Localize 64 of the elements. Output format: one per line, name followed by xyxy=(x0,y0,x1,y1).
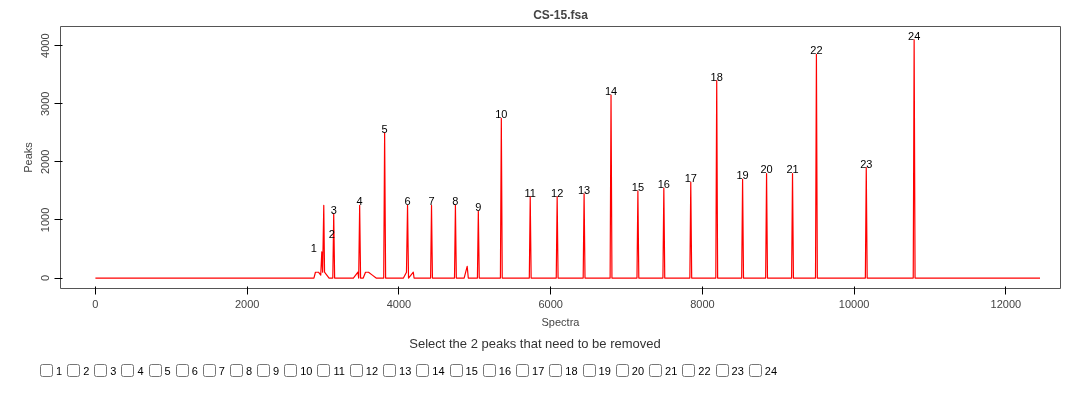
text: 20 xyxy=(631,364,645,377)
x-tick-label: 0 xyxy=(92,297,99,310)
text: 24 xyxy=(764,364,778,377)
text: 5 xyxy=(164,364,171,377)
text: 12 xyxy=(365,364,379,377)
annotation: 4 xyxy=(356,195,363,208)
annotation: 8 xyxy=(452,195,459,208)
text: 11 xyxy=(333,364,345,377)
annotation: 7 xyxy=(428,195,435,208)
text: 22 xyxy=(698,364,711,377)
text: 9 xyxy=(273,364,280,377)
text: 17 xyxy=(532,364,545,377)
text: 21 xyxy=(665,364,678,377)
annotation: 5 xyxy=(381,122,388,135)
annotation: 3 xyxy=(330,204,337,217)
y-tick-label: 4000 xyxy=(39,33,52,58)
x-tick-label: 10000 xyxy=(838,297,870,310)
text: 7 xyxy=(218,364,225,377)
text: 23 xyxy=(731,364,744,377)
annotation: 19 xyxy=(736,169,749,182)
y-axis-title: Peaks xyxy=(21,141,34,173)
x-tick-label: 12000 xyxy=(990,297,1022,310)
text: 16 xyxy=(498,364,512,377)
text: 10 xyxy=(300,364,313,377)
y-tick-label: 2000 xyxy=(39,149,52,175)
text: 2 xyxy=(83,364,90,377)
annotation: 24 xyxy=(908,29,921,42)
text: 6 xyxy=(191,364,198,377)
x-tick-label: 8000 xyxy=(690,297,715,310)
annotation: 6 xyxy=(404,195,411,208)
annotation: 17 xyxy=(684,172,697,185)
x-tick-label: 4000 xyxy=(386,297,412,310)
text: Select the 2 peaks that need to be removed xyxy=(409,335,661,353)
annotation: 21 xyxy=(786,163,799,176)
annotation: 15 xyxy=(631,180,645,193)
annotation: 1 xyxy=(310,241,317,254)
annotation: 23 xyxy=(860,157,873,170)
text: 15 xyxy=(465,364,478,377)
annotation: 22 xyxy=(810,44,823,57)
x-axis-title: Spectra xyxy=(541,315,581,328)
x-tick-label: 2000 xyxy=(234,297,260,310)
annotation: 18 xyxy=(710,70,723,83)
text: 1 xyxy=(56,364,63,377)
annotation: 14 xyxy=(604,85,618,98)
annotation: 11 xyxy=(524,186,536,199)
y-tick-label: 0 xyxy=(39,274,52,282)
text: 13 xyxy=(399,364,412,377)
annotation: 16 xyxy=(657,178,670,190)
y-tick-label: 1000 xyxy=(39,207,52,233)
annotation: 9 xyxy=(475,201,482,214)
text: 3 xyxy=(110,364,117,377)
chart-title: CS-15.fsa xyxy=(533,7,589,22)
line-series xyxy=(94,39,1041,279)
text: 8 xyxy=(245,364,252,377)
text: 18 xyxy=(565,364,578,377)
text: 4 xyxy=(137,364,144,377)
y-tick-label: 3000 xyxy=(39,91,52,116)
text: 14 xyxy=(432,364,445,377)
annotation: 10 xyxy=(495,108,508,121)
annotation: 13 xyxy=(577,183,591,196)
annotation: 12 xyxy=(551,186,564,199)
x-tick-label: 6000 xyxy=(538,297,563,310)
text: 19 xyxy=(598,364,611,377)
annotation: 20 xyxy=(760,163,773,176)
